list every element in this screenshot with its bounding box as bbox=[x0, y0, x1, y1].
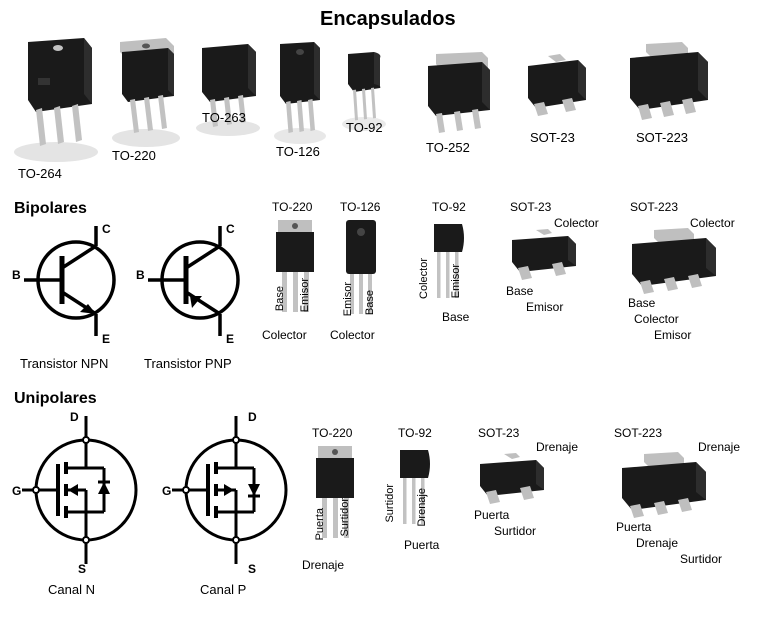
canalp-g: G bbox=[162, 484, 171, 498]
pkg-to263-icon bbox=[194, 40, 266, 140]
npn-c: C bbox=[102, 222, 111, 236]
pnp-b: B bbox=[136, 268, 145, 282]
bip-to92-colector: Colector bbox=[418, 258, 430, 299]
bip-to126-emisor: Emisor bbox=[342, 282, 354, 316]
bip-sot223-colector: Colector bbox=[634, 312, 679, 326]
bip-sot23-emisor: Emisor bbox=[526, 300, 563, 314]
pkg-to220-icon bbox=[110, 32, 186, 150]
uni-sot223-icon bbox=[614, 452, 718, 524]
npn-e: E bbox=[102, 332, 110, 346]
canaln-d: D bbox=[70, 410, 79, 424]
bip-to92-emisor: Emisor bbox=[450, 264, 462, 298]
uni-sot223-drenaje: Drenaje bbox=[636, 536, 678, 550]
symbol-canaln-icon bbox=[18, 412, 148, 572]
uni-sot223-surtidor: Surtidor bbox=[680, 552, 722, 566]
uni-sot223-title: SOT-223 bbox=[614, 426, 662, 440]
bip-sot223-emisor: Emisor bbox=[654, 328, 691, 342]
pnp-c: C bbox=[226, 222, 235, 236]
uni-to92-icon bbox=[392, 444, 438, 544]
pkg-sot23-icon bbox=[518, 50, 598, 126]
uni-to92-surtidor: Surtidor bbox=[384, 484, 396, 523]
bip-to126-colector: Colector bbox=[330, 328, 375, 342]
label-to220: TO-220 bbox=[112, 148, 156, 163]
symbol-pnp-icon bbox=[142, 218, 252, 348]
label-to126: TO-126 bbox=[276, 144, 320, 159]
label-to252: TO-252 bbox=[426, 140, 470, 155]
bip-to220-emisor: Emisor bbox=[299, 278, 311, 312]
uni-to92-puerta: Puerta bbox=[404, 538, 439, 552]
uni-to92-drenaje: Drenaje bbox=[416, 488, 428, 527]
label-to263: TO-263 bbox=[202, 110, 246, 125]
uni-sot23-puerta: Puerta bbox=[474, 508, 509, 522]
canaln-g: G bbox=[12, 484, 21, 498]
canalp-d: D bbox=[248, 410, 257, 424]
uni-sot23-surtidor: Surtidor bbox=[494, 524, 536, 538]
symbol-canalp-icon bbox=[168, 412, 298, 572]
label-sot23: SOT-23 bbox=[530, 130, 575, 145]
bip-to92-icon bbox=[426, 218, 472, 318]
section-unipolares: Unipolares bbox=[14, 390, 97, 408]
label-sot223: SOT-223 bbox=[636, 130, 688, 145]
label-canalp: Canal P bbox=[200, 582, 246, 597]
pkg-sot223-icon bbox=[620, 40, 720, 130]
label-npn: Transistor NPN bbox=[20, 356, 108, 371]
label-canaln: Canal N bbox=[48, 582, 95, 597]
bip-sot223-title: SOT-223 bbox=[630, 200, 678, 214]
main-title: Encapsulados bbox=[320, 8, 456, 31]
label-to92: TO-92 bbox=[346, 120, 383, 135]
uni-sot223-puerta: Puerta bbox=[616, 520, 651, 534]
bip-to220-title: TO-220 bbox=[272, 200, 312, 214]
uni-sot23-icon bbox=[472, 452, 556, 512]
uni-to220-drenaje: Drenaje bbox=[302, 558, 344, 572]
pnp-e: E bbox=[226, 332, 234, 346]
bip-sot223-base: Base bbox=[628, 296, 655, 310]
bip-sot223-icon bbox=[624, 228, 728, 300]
npn-b: B bbox=[12, 268, 21, 282]
uni-to220-puerta: Puerta bbox=[314, 508, 326, 540]
canaln-s: S bbox=[78, 562, 86, 576]
symbol-npn-icon bbox=[18, 218, 128, 348]
uni-to220-title: TO-220 bbox=[312, 426, 352, 440]
uni-to220-surtidor: Surtidor bbox=[339, 498, 351, 537]
label-to264: TO-264 bbox=[18, 166, 62, 181]
bip-sot23-base: Base bbox=[506, 284, 533, 298]
pkg-to126-icon bbox=[272, 38, 330, 148]
bip-to220-colector: Colector bbox=[262, 328, 307, 342]
bip-to220-base: Base bbox=[274, 286, 286, 311]
bip-to92-title: TO-92 bbox=[432, 200, 466, 214]
bip-to126-title: TO-126 bbox=[340, 200, 380, 214]
label-pnp: Transistor PNP bbox=[144, 356, 232, 371]
pkg-to252-icon bbox=[418, 50, 496, 144]
pkg-to264-icon bbox=[14, 34, 106, 164]
section-bipolares: Bipolares bbox=[14, 200, 87, 218]
bip-sot23-icon bbox=[504, 228, 588, 288]
uni-to92-title: TO-92 bbox=[398, 426, 432, 440]
uni-sot23-title: SOT-23 bbox=[478, 426, 519, 440]
bip-sot23-title: SOT-23 bbox=[510, 200, 551, 214]
bip-to92-base: Base bbox=[442, 310, 469, 324]
bip-to126-base: Base bbox=[364, 290, 376, 315]
canalp-s: S bbox=[248, 562, 256, 576]
